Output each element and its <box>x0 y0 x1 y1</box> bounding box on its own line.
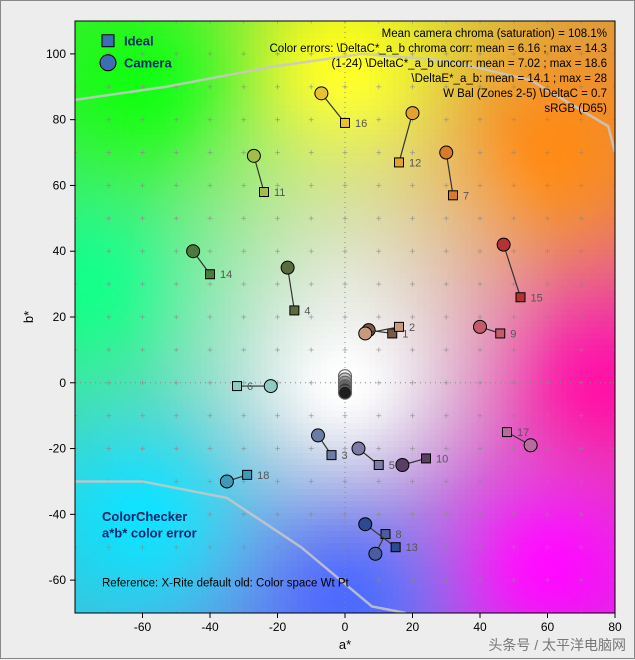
camera-point-15 <box>497 238 510 251</box>
point-label-11: 11 <box>274 187 285 199</box>
camera-point-11 <box>247 149 260 162</box>
camera-point-6 <box>264 380 277 393</box>
ideal-point-5 <box>374 461 383 470</box>
title-line-1: ColorChecker <box>102 509 187 524</box>
point-label-17: 17 <box>517 427 529 439</box>
ideal-point-6 <box>233 382 242 391</box>
camera-point-14 <box>187 245 200 258</box>
point-label-18: 18 <box>257 470 269 482</box>
legend-camera-label: Camera <box>124 56 172 71</box>
camera-point-17 <box>524 439 537 452</box>
chart-plot-area: 123456789101112131415161718-60-40-200204… <box>75 21 615 613</box>
ideal-point-4 <box>290 306 299 315</box>
info-line-2: (1-24) \DeltaC*_a_b uncorr: mean = 7.02 … <box>331 58 607 70</box>
camera-point-3 <box>312 429 325 442</box>
camera-point-9 <box>474 320 487 333</box>
point-label-15: 15 <box>531 292 543 304</box>
ideal-point-12 <box>395 158 404 167</box>
info-line-0: Mean camera chroma (saturation) = 108.1% <box>382 28 607 40</box>
point-label-2: 2 <box>409 322 415 334</box>
ideal-point-11 <box>260 188 269 197</box>
y-axis-label: b* <box>21 311 36 323</box>
point-label-14: 14 <box>220 269 232 281</box>
ideal-point-14 <box>206 270 215 279</box>
camera-point-2 <box>359 327 372 340</box>
camera-point-18 <box>220 475 233 488</box>
ideal-point-16 <box>341 118 350 127</box>
camera-point-10 <box>396 459 409 472</box>
chart-svg: 123456789101112131415161718-60-40-200204… <box>1 1 635 660</box>
point-label-9: 9 <box>510 328 516 340</box>
x-axis-label: a* <box>339 637 351 652</box>
ideal-point-13 <box>391 543 400 552</box>
point-label-6: 6 <box>247 381 253 393</box>
ideal-point-9 <box>496 329 505 338</box>
legend-camera-icon <box>100 55 116 71</box>
camera-point-12 <box>406 107 419 120</box>
camera-point-16 <box>315 87 328 100</box>
camera-point-13 <box>359 518 372 531</box>
camera-point-8 <box>369 547 382 560</box>
ideal-point-3 <box>327 451 336 460</box>
legend-ideal-label: Ideal <box>124 34 154 49</box>
point-label-8: 8 <box>396 529 402 541</box>
info-line-3: \DeltaE*_a_b: mean = 14.1 ; max = 28 <box>411 73 607 85</box>
point-label-4: 4 <box>304 305 310 317</box>
ideal-point-10 <box>422 454 431 463</box>
point-label-16: 16 <box>355 118 367 130</box>
legend-ideal-icon <box>102 35 114 47</box>
neutral-point-24 <box>339 386 352 399</box>
camera-point-7 <box>440 146 453 159</box>
point-label-5: 5 <box>389 460 395 472</box>
title-line-2: a*b* color error <box>102 525 197 540</box>
reference-line: Reference: X-Rite default old: Color spa… <box>102 578 350 590</box>
point-label-12: 12 <box>409 157 421 169</box>
watermark: 头条号 / 太平洋电脑网 <box>488 637 626 653</box>
point-label-10: 10 <box>436 453 448 465</box>
point-label-3: 3 <box>342 450 348 462</box>
point-label-7: 7 <box>463 190 469 202</box>
ideal-point-18 <box>243 470 252 479</box>
camera-point-5 <box>352 442 365 455</box>
ideal-point-17 <box>503 428 512 437</box>
ideal-point-7 <box>449 191 458 200</box>
info-line-5: sRGB (D65) <box>544 103 607 115</box>
camera-point-4 <box>281 261 294 274</box>
ideal-point-15 <box>516 293 525 302</box>
point-label-13: 13 <box>406 542 418 554</box>
info-line-1: Color errors: \DeltaC*_a_b chroma corr: … <box>270 43 608 55</box>
ideal-point-2 <box>395 322 404 331</box>
info-line-4: W Bal (Zones 2-5) \DeltaC = 0.7 <box>443 88 607 100</box>
